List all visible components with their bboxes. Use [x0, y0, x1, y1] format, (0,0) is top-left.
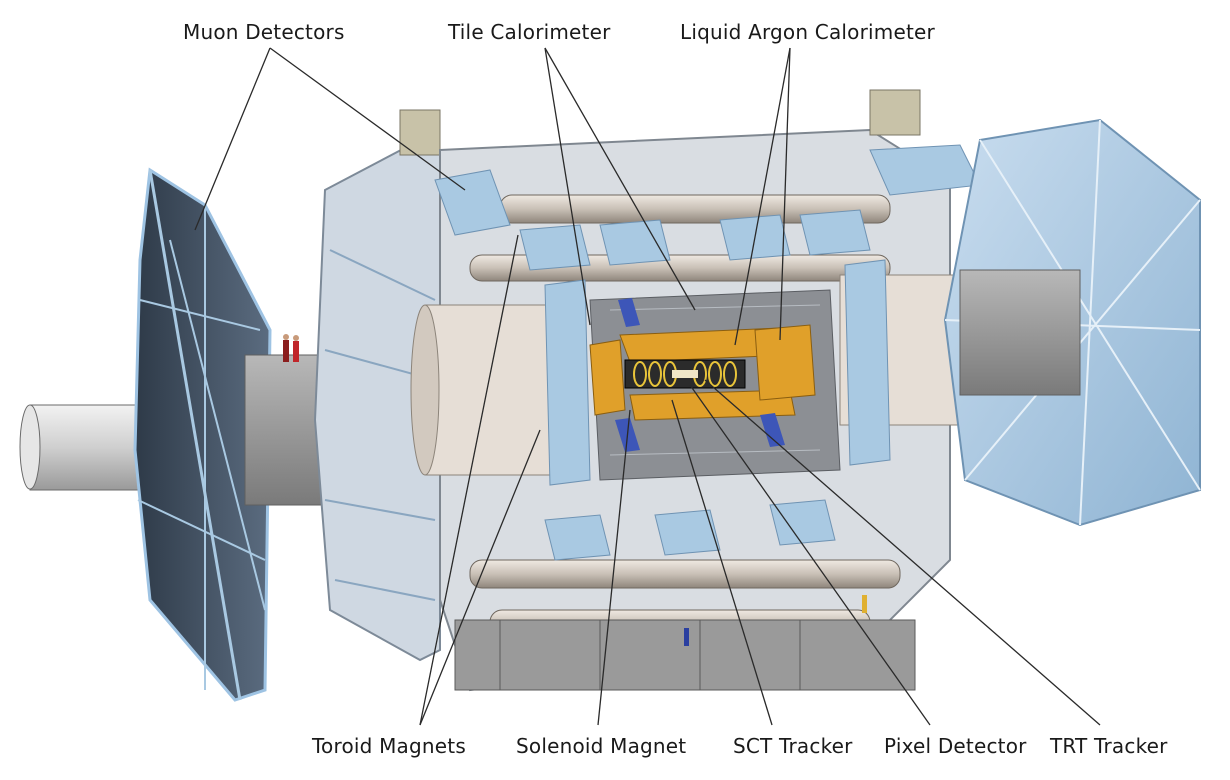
people-for-scale	[283, 334, 867, 646]
inner-detector	[624, 359, 746, 389]
label-liquid-argon-calorimeter: Liquid Argon Calorimeter	[680, 20, 935, 44]
left-muon-wheel	[133, 167, 272, 702]
liquid-argon-calorimeter	[589, 324, 816, 421]
label-trt-tracker: TRT Tracker	[1050, 734, 1168, 758]
label-pixel-detector: Pixel Detector	[884, 734, 1027, 758]
right-muon-wheel	[943, 118, 1201, 527]
label-toroid-magnets: Toroid Magnets	[312, 734, 466, 758]
left-endcap-frame	[313, 109, 441, 662]
label-muon-detectors: Muon Detectors	[183, 20, 345, 44]
leader-lines	[194, 47, 1101, 726]
label-solenoid-magnet: Solenoid Magnet	[516, 734, 687, 758]
label-tile-calorimeter: Tile Calorimeter	[448, 20, 611, 44]
label-sct-tracker: SCT Tracker	[733, 734, 853, 758]
